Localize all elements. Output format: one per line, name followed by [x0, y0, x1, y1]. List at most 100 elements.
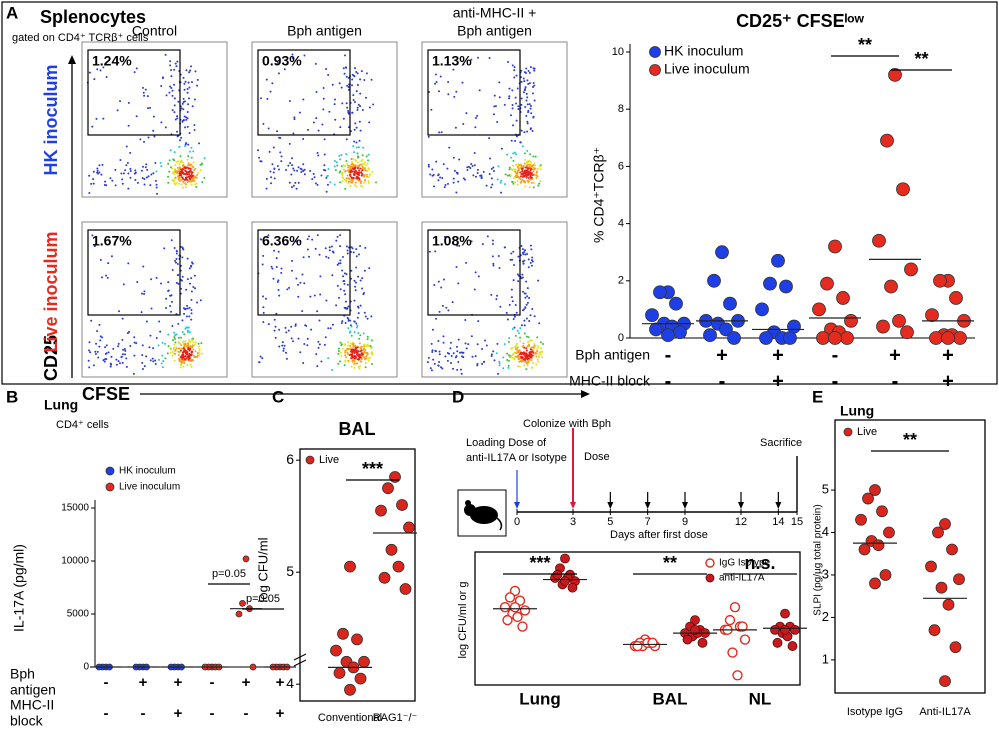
event-dot [348, 331, 351, 334]
data-point [780, 624, 790, 635]
event-dot [531, 307, 534, 310]
event-dot [192, 354, 195, 357]
event-dot [311, 238, 314, 241]
x-tick-label: Lung [519, 689, 561, 708]
event-dot [96, 330, 99, 333]
event-dot [340, 86, 343, 89]
event-dot [368, 106, 371, 109]
event-dot [500, 179, 503, 182]
data-point [517, 621, 528, 632]
event-dot [355, 322, 358, 325]
event-dot [473, 288, 476, 291]
event-dot [265, 177, 268, 180]
event-dot [292, 167, 295, 170]
event-dot [492, 264, 495, 267]
event-dot [316, 365, 319, 368]
event-dot [363, 269, 366, 272]
event-dot [446, 359, 449, 362]
event-dot [525, 67, 528, 70]
event-dot [178, 182, 181, 185]
event-dot [440, 366, 443, 369]
event-dot [508, 87, 511, 90]
event-dot [521, 273, 524, 276]
event-dot [433, 362, 436, 365]
event-dot [187, 167, 190, 170]
event-dot [353, 168, 356, 171]
event-dot [539, 341, 542, 344]
event-dot [176, 130, 179, 133]
event-dot [121, 178, 124, 181]
event-dot [279, 151, 282, 154]
event-dot [366, 335, 369, 338]
event-dot [457, 338, 460, 341]
event-dot [190, 65, 193, 68]
event-dot [524, 358, 527, 361]
event-dot [359, 182, 362, 185]
event-dot [271, 163, 274, 166]
event-dot [355, 71, 358, 74]
sacrifice-label: Sacrifice [760, 437, 802, 449]
event-dot [152, 129, 155, 132]
event-dot [183, 312, 186, 315]
event-dot [313, 294, 316, 297]
event-dot [517, 167, 520, 170]
event-dot [515, 348, 518, 351]
event-dot [497, 372, 500, 375]
event-dot [521, 170, 524, 173]
condition-sign: - [104, 705, 109, 722]
event-dot [515, 344, 518, 347]
event-dot [520, 97, 523, 100]
event-dot [353, 184, 356, 187]
event-dot [194, 341, 197, 344]
event-dot [344, 179, 347, 182]
event-dot [532, 116, 535, 119]
event-dot [470, 58, 473, 61]
event-dot [133, 71, 136, 74]
event-dot [336, 284, 339, 287]
event-dot [177, 160, 180, 163]
event-dot [193, 274, 196, 277]
event-dot [111, 179, 114, 182]
event-dot [526, 122, 529, 125]
event-dot [350, 160, 353, 163]
event-dot [284, 326, 287, 329]
event-dot [299, 240, 302, 243]
column-label: Bph antigen [287, 23, 362, 39]
event-dot [285, 357, 288, 360]
event-dot [341, 171, 344, 174]
event-dot [186, 304, 189, 307]
event-dot [292, 184, 295, 187]
event-dot [355, 172, 358, 175]
event-dot [531, 130, 534, 133]
event-dot [519, 175, 522, 178]
event-dot [524, 253, 527, 256]
event-dot [353, 331, 356, 334]
event-dot [529, 348, 532, 351]
event-dot [92, 182, 95, 185]
event-dot [513, 76, 516, 79]
event-dot [189, 340, 192, 343]
event-dot [320, 360, 323, 363]
event-dot [90, 182, 93, 185]
event-dot [513, 315, 516, 318]
event-dot [492, 113, 495, 116]
event-dot [362, 174, 365, 177]
condition-sign: - [892, 370, 899, 392]
event-dot [366, 162, 369, 165]
event-dot [517, 280, 520, 283]
data-point [876, 319, 890, 334]
event-dot [181, 161, 184, 164]
event-dot [327, 168, 330, 171]
event-dot [167, 181, 170, 184]
event-dot [349, 175, 352, 178]
event-dot [259, 355, 262, 358]
event-dot [512, 279, 515, 282]
event-dot [342, 117, 345, 120]
event-dot [510, 252, 513, 255]
data-point [703, 328, 717, 343]
event-dot [318, 319, 321, 322]
event-dot [141, 344, 144, 347]
event-dot [271, 82, 274, 85]
event-dot [516, 329, 519, 332]
event-dot [476, 362, 479, 365]
